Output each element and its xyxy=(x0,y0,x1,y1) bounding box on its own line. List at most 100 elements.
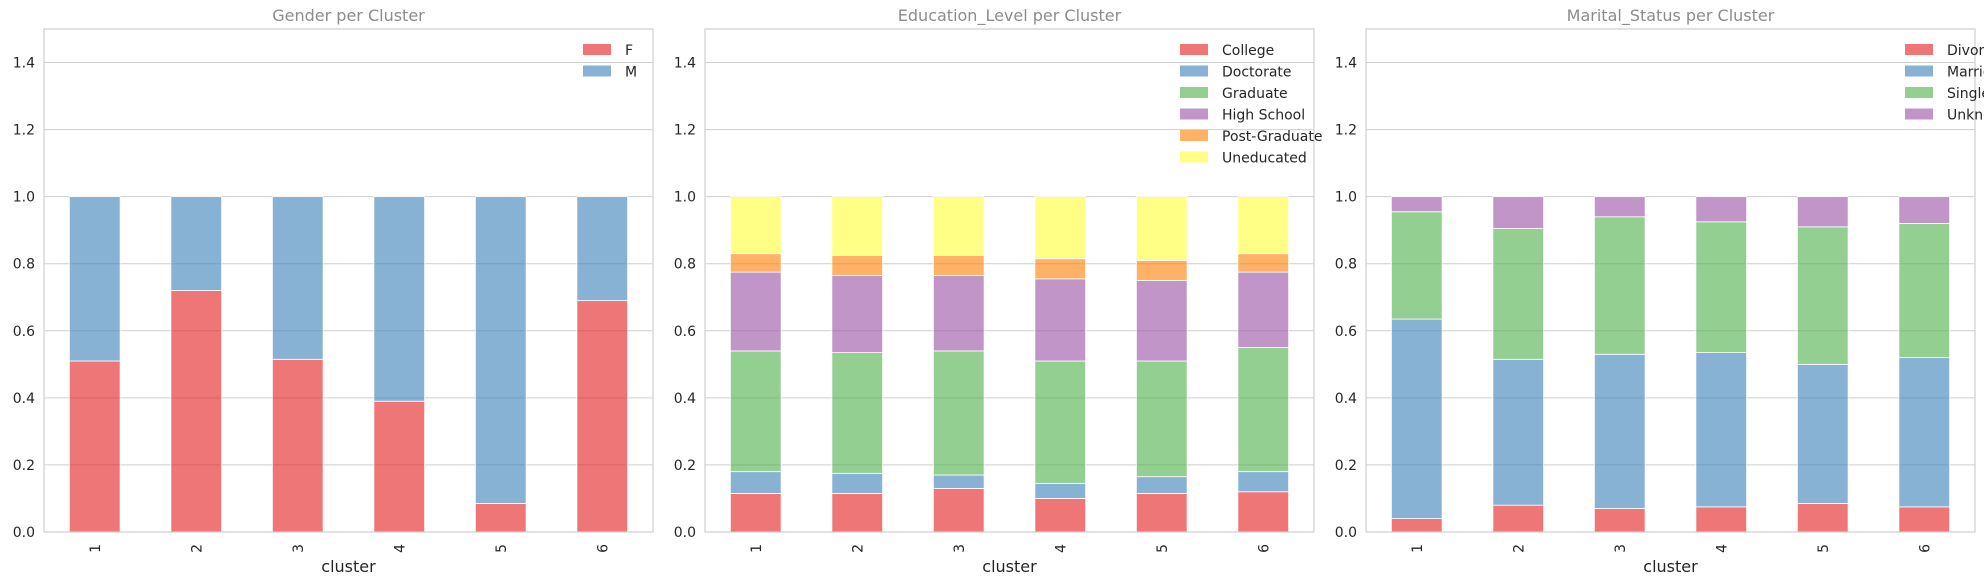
x-tick-label: 4 xyxy=(1714,544,1730,553)
y-tick-label: 1.0 xyxy=(1335,190,1357,206)
bar-segment-college-cluster-5 xyxy=(1135,493,1188,533)
y-tick-label: 0.0 xyxy=(13,525,35,541)
x-tick-label: 5 xyxy=(1155,544,1171,553)
bar-segment-single-cluster-3 xyxy=(1593,216,1646,355)
bar-segment-high-school-cluster-4 xyxy=(1034,278,1087,362)
y-tick-label: 0.2 xyxy=(674,458,696,474)
x-tick-label: 1 xyxy=(749,544,765,553)
bar-segment-graduate-cluster-1 xyxy=(729,350,782,473)
chart-panel-3: 0.0 0.2 0.4 0.6 0.8 1.0 1.2 1.4 1 2 3 4 5 6 Marital_St… xyxy=(1335,6,1984,576)
bar-segment-unknown-cluster-3 xyxy=(1593,196,1646,218)
legend-swatch xyxy=(1180,65,1208,77)
x-tick-label: 2 xyxy=(850,544,866,553)
bar-segment-single-cluster-1 xyxy=(1390,211,1443,320)
y-tick-label: 0.4 xyxy=(1335,391,1357,407)
legend-label: F xyxy=(625,43,633,59)
bar-segment-married-cluster-6 xyxy=(1898,357,1951,508)
bar-segment-high-school-cluster-2 xyxy=(831,275,884,353)
legend-swatch xyxy=(1180,130,1208,141)
y-tick-label: 1.2 xyxy=(1335,123,1357,139)
x-axis-label: cluster xyxy=(982,557,1037,576)
y-tick-label: 1.0 xyxy=(13,190,35,206)
x-tick-label: 5 xyxy=(1816,544,1832,553)
chart-panel-2: 0.0 0.2 0.4 0.6 0.8 1.0 1.2 1.4 1 2 3 4 5 6 Education_… xyxy=(674,6,1323,576)
bar-segment-graduate-cluster-3 xyxy=(932,350,985,476)
y-tick-label: 0.2 xyxy=(13,458,35,474)
bar-segment-college-cluster-1 xyxy=(729,493,782,533)
bar-segment-uneducated-cluster-2 xyxy=(831,196,884,256)
bar-segment-post-graduate-cluster-3 xyxy=(932,254,985,276)
bar-segment-uneducated-cluster-6 xyxy=(1237,196,1290,255)
legend-label: Graduate xyxy=(1222,86,1288,102)
bar-segment-doctorate-cluster-5 xyxy=(1135,476,1188,494)
x-tick-label: 2 xyxy=(1511,544,1527,553)
legend: FM xyxy=(583,43,637,81)
bar-segment-unknown-cluster-5 xyxy=(1796,196,1849,228)
bar-segment-unknown-cluster-2 xyxy=(1492,196,1545,229)
bar-segment-uneducated-cluster-4 xyxy=(1034,196,1087,260)
axes-frame xyxy=(1365,28,1976,533)
bar-segment-married-cluster-2 xyxy=(1492,358,1545,506)
x-tick-label: 6 xyxy=(595,544,611,553)
bar-segment-graduate-cluster-2 xyxy=(831,352,884,474)
bar-segment-doctorate-cluster-4 xyxy=(1034,482,1087,499)
legend-swatch xyxy=(1180,151,1208,163)
legend: Divorced Married Single Unknown xyxy=(1905,43,1984,124)
legend-swatch xyxy=(1180,44,1208,55)
bar-segment-high-school-cluster-1 xyxy=(729,271,782,352)
bar-segment-m-cluster-4 xyxy=(373,196,426,402)
bar-segment-unknown-cluster-1 xyxy=(1390,196,1443,213)
legend-swatch xyxy=(583,65,611,77)
y-tick-label: 0.8 xyxy=(1335,257,1357,273)
chart-title: Education_Level per Cluster xyxy=(898,6,1122,26)
y-tick-label: 0.4 xyxy=(674,391,696,407)
axes-frame xyxy=(43,28,654,533)
bar-segment-graduate-cluster-4 xyxy=(1034,360,1087,484)
y-tick-label: 0.2 xyxy=(1335,458,1357,474)
bar-segment-post-graduate-cluster-6 xyxy=(1237,253,1290,273)
chart-title: Gender per Cluster xyxy=(272,6,425,25)
bar-segment-f-cluster-2 xyxy=(170,290,223,533)
x-tick-label: 6 xyxy=(1917,544,1933,553)
bar-segment-m-cluster-2 xyxy=(170,196,223,291)
x-tick-label: 3 xyxy=(1613,544,1629,553)
bar-segment-single-cluster-2 xyxy=(1492,228,1545,360)
bar-segment-college-cluster-2 xyxy=(831,493,884,533)
bar-segment-f-cluster-4 xyxy=(373,400,426,533)
legend-label: M xyxy=(625,65,637,81)
bar-segment-college-cluster-3 xyxy=(932,488,985,533)
bar-segment-post-graduate-cluster-1 xyxy=(729,253,782,273)
bar-segment-married-cluster-5 xyxy=(1796,363,1849,504)
legend-label: Single xyxy=(1947,86,1984,102)
x-tick-label: 1 xyxy=(1410,544,1426,553)
bar-segment-graduate-cluster-5 xyxy=(1135,360,1188,478)
bar-segment-uneducated-cluster-1 xyxy=(729,196,782,255)
x-axis-label: cluster xyxy=(321,557,376,576)
bar-segment-uneducated-cluster-3 xyxy=(932,196,985,256)
y-tick-label: 0.6 xyxy=(13,324,35,340)
y-tick-label: 1.4 xyxy=(674,56,696,72)
y-tick-label: 1.2 xyxy=(13,123,35,139)
bar-segment-single-cluster-5 xyxy=(1796,226,1849,365)
bar-segment-single-cluster-6 xyxy=(1898,223,1951,359)
bar-segment-high-school-cluster-3 xyxy=(932,275,985,352)
bar-segment-divorced-cluster-1 xyxy=(1390,518,1443,533)
bar-segment-f-cluster-3 xyxy=(271,358,324,533)
legend-swatch xyxy=(1180,87,1208,98)
x-tick-label: 4 xyxy=(392,544,408,553)
bar-segment-doctorate-cluster-2 xyxy=(831,472,884,494)
legend-label: Uneducated xyxy=(1222,151,1307,167)
bar-segment-divorced-cluster-4 xyxy=(1695,506,1748,533)
bar-segment-f-cluster-6 xyxy=(576,300,629,533)
y-tick-label: 0.0 xyxy=(1335,525,1357,541)
axes-frame xyxy=(704,28,1315,533)
legend-swatch xyxy=(1180,108,1208,120)
y-tick-label: 0.6 xyxy=(674,324,696,340)
bar-segment-doctorate-cluster-1 xyxy=(729,471,782,494)
bar-segment-m-cluster-1 xyxy=(68,196,121,362)
bar-segment-m-cluster-6 xyxy=(576,196,629,302)
legend-swatch xyxy=(583,44,611,55)
bar-segment-f-cluster-1 xyxy=(68,360,121,533)
bar-segment-uneducated-cluster-5 xyxy=(1135,196,1188,261)
bar-segment-unknown-cluster-4 xyxy=(1695,196,1748,223)
